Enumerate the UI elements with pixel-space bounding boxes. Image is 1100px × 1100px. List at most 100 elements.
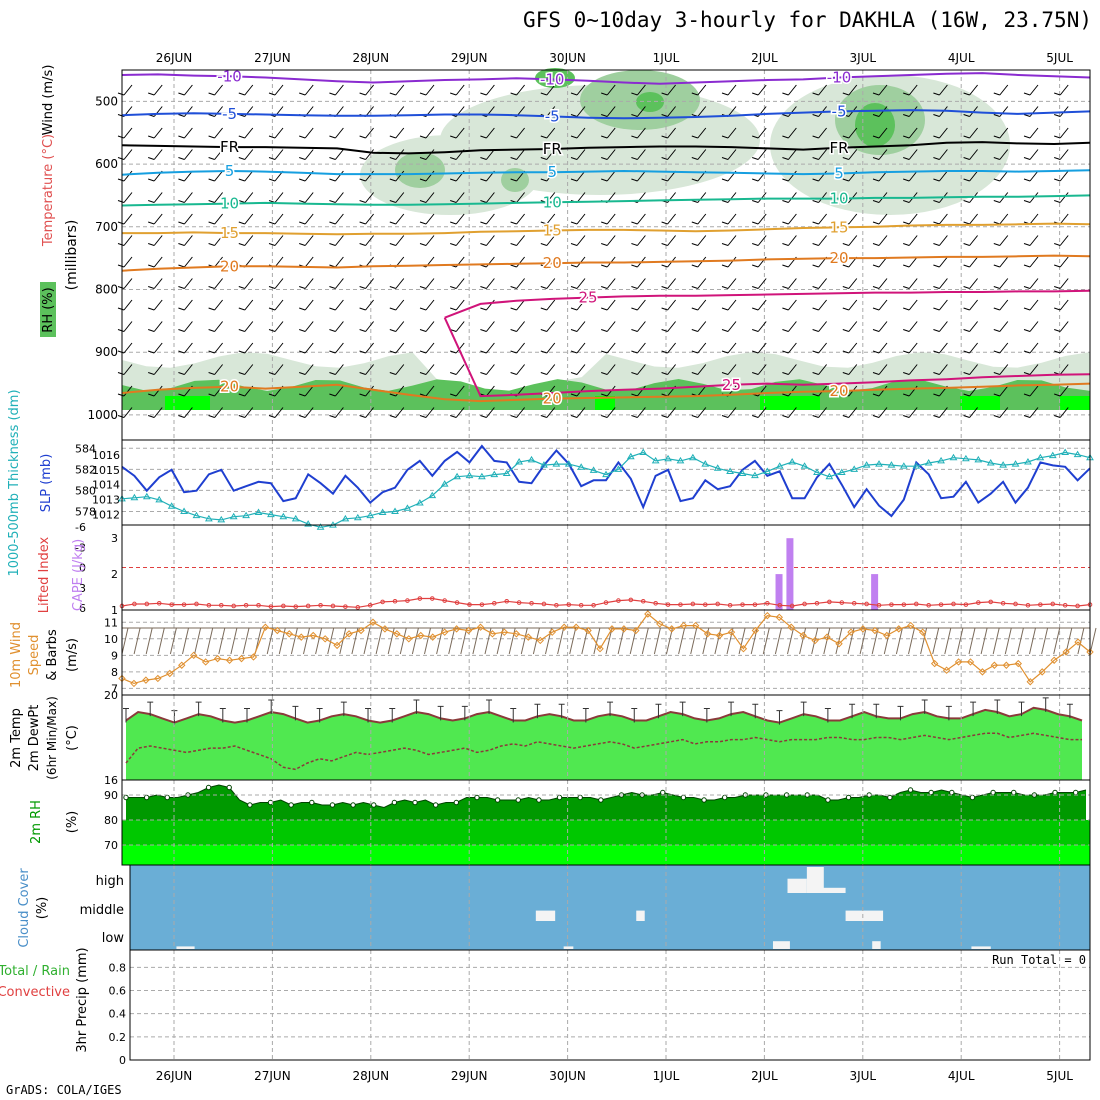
wind-barb-flag — [993, 135, 1000, 139]
wind-barb — [939, 364, 948, 375]
wind-barb-flag — [419, 307, 427, 311]
wind10m-axis-label: 10m Wind — [9, 622, 24, 688]
cape-tick-label: 3 — [111, 532, 118, 545]
rh-marker — [1011, 789, 1017, 796]
surface-wind-barb — [823, 627, 831, 655]
wind-barb-flag — [601, 286, 608, 289]
wind-speed-marker — [524, 633, 533, 641]
surface-wind-barb — [411, 627, 419, 655]
wind-barb-flag — [419, 221, 427, 225]
thickness-marker — [316, 523, 325, 530]
wind-barb-flag — [450, 178, 457, 182]
wind-barb-flag — [570, 372, 578, 375]
wind-speed-marker — [213, 654, 222, 663]
surface-wind-barb — [315, 627, 323, 655]
wind-barb — [697, 299, 707, 311]
wind-speed-marker — [1002, 661, 1011, 669]
wind-barb — [395, 213, 405, 225]
wind-barb-flag — [661, 114, 668, 117]
wind-barb — [697, 321, 707, 332]
temp-contour — [121, 72, 1091, 85]
thickness-marker — [726, 467, 734, 474]
wind-barb — [939, 170, 948, 182]
li-marker — [504, 598, 510, 604]
wind-barb-flag — [329, 178, 336, 182]
wind-barb — [939, 149, 948, 160]
wind-barb-flag — [148, 264, 155, 268]
wind-barb — [606, 127, 616, 139]
wind-barb-flag — [389, 329, 396, 332]
wind-barb-flag — [359, 415, 366, 418]
surface-wind-barb — [956, 627, 964, 655]
wind-barb-flag — [510, 178, 517, 182]
wind-barb-flag — [389, 286, 396, 289]
wind-barb-flag — [752, 135, 759, 139]
wind-barb — [486, 321, 495, 332]
wind-barb-flag — [148, 157, 155, 160]
surface-wind-barb — [157, 627, 165, 655]
wind-barb-flag — [329, 243, 336, 246]
wind-barb — [365, 213, 374, 225]
thickness-marker — [676, 456, 685, 464]
wind-barb — [214, 192, 223, 203]
wind-barb-flag — [117, 307, 125, 311]
wind-barb-flag — [1054, 415, 1061, 418]
wind-barb — [214, 235, 223, 246]
wind-barb-flag — [601, 178, 608, 182]
wind-barb — [637, 364, 646, 375]
wind-barb — [184, 278, 193, 289]
cloud-level-label: middle — [80, 903, 124, 918]
wind-barb — [576, 127, 586, 139]
wind-barb-flag — [1054, 135, 1061, 139]
wind-barb-flag — [117, 415, 125, 418]
wind-barb-flag — [480, 178, 487, 182]
wind-barb-flag — [268, 372, 276, 375]
wind-barb — [214, 321, 223, 332]
surface-wind-barb — [738, 627, 746, 655]
wind-barb — [788, 84, 797, 96]
thickness-marker — [180, 507, 188, 514]
wind-speed-marker — [393, 630, 401, 638]
wind-barb-flag — [208, 114, 215, 117]
wind-barb-flag — [208, 393, 215, 397]
wind-barb-flag — [117, 114, 125, 117]
wind-barb — [546, 235, 556, 246]
wind-barb — [184, 256, 193, 268]
wind-barb — [546, 106, 556, 117]
wind-barb — [365, 278, 374, 289]
thickness-marker — [353, 513, 362, 521]
wind-speed-marker — [548, 628, 556, 636]
thickness-marker — [589, 466, 598, 473]
wind-barb-flag — [601, 393, 608, 397]
wind-barb — [153, 407, 163, 418]
wind-barb — [486, 213, 495, 225]
surface-wind-barb — [194, 627, 202, 655]
wind-speed-marker — [572, 623, 580, 631]
wind-barb — [818, 278, 827, 289]
date-label-bottom: 3JUL — [849, 1069, 876, 1083]
wind-barb — [546, 213, 556, 225]
surface-wind-barb — [690, 627, 698, 655]
wind-barb-flag — [389, 178, 396, 182]
wind-barb — [908, 213, 918, 225]
wind-barb-flag — [480, 329, 487, 332]
wind-speed-marker — [859, 625, 867, 633]
wind-barb-flag — [570, 415, 578, 418]
wind-barb-flag — [752, 200, 759, 203]
slp-tick-label: 1014 — [92, 479, 120, 492]
wind-barb — [757, 407, 767, 418]
wind-barb-flag — [993, 350, 1000, 354]
wind-barb-flag — [752, 178, 759, 182]
wind-barb — [1059, 407, 1069, 418]
wind-barb — [1059, 385, 1069, 397]
wind-barb — [606, 235, 616, 246]
wind-barb-flag — [721, 92, 729, 96]
wind-barb-flag — [842, 329, 849, 332]
wind-barb — [395, 364, 405, 375]
cape-tick-label: 2 — [111, 568, 118, 581]
wind-barb — [757, 299, 767, 311]
wind-barb-flag — [872, 92, 880, 96]
wind-barb — [969, 364, 978, 375]
wind-barb — [1059, 256, 1069, 268]
temperature-axis-label: Temperature (°C) — [41, 134, 56, 247]
